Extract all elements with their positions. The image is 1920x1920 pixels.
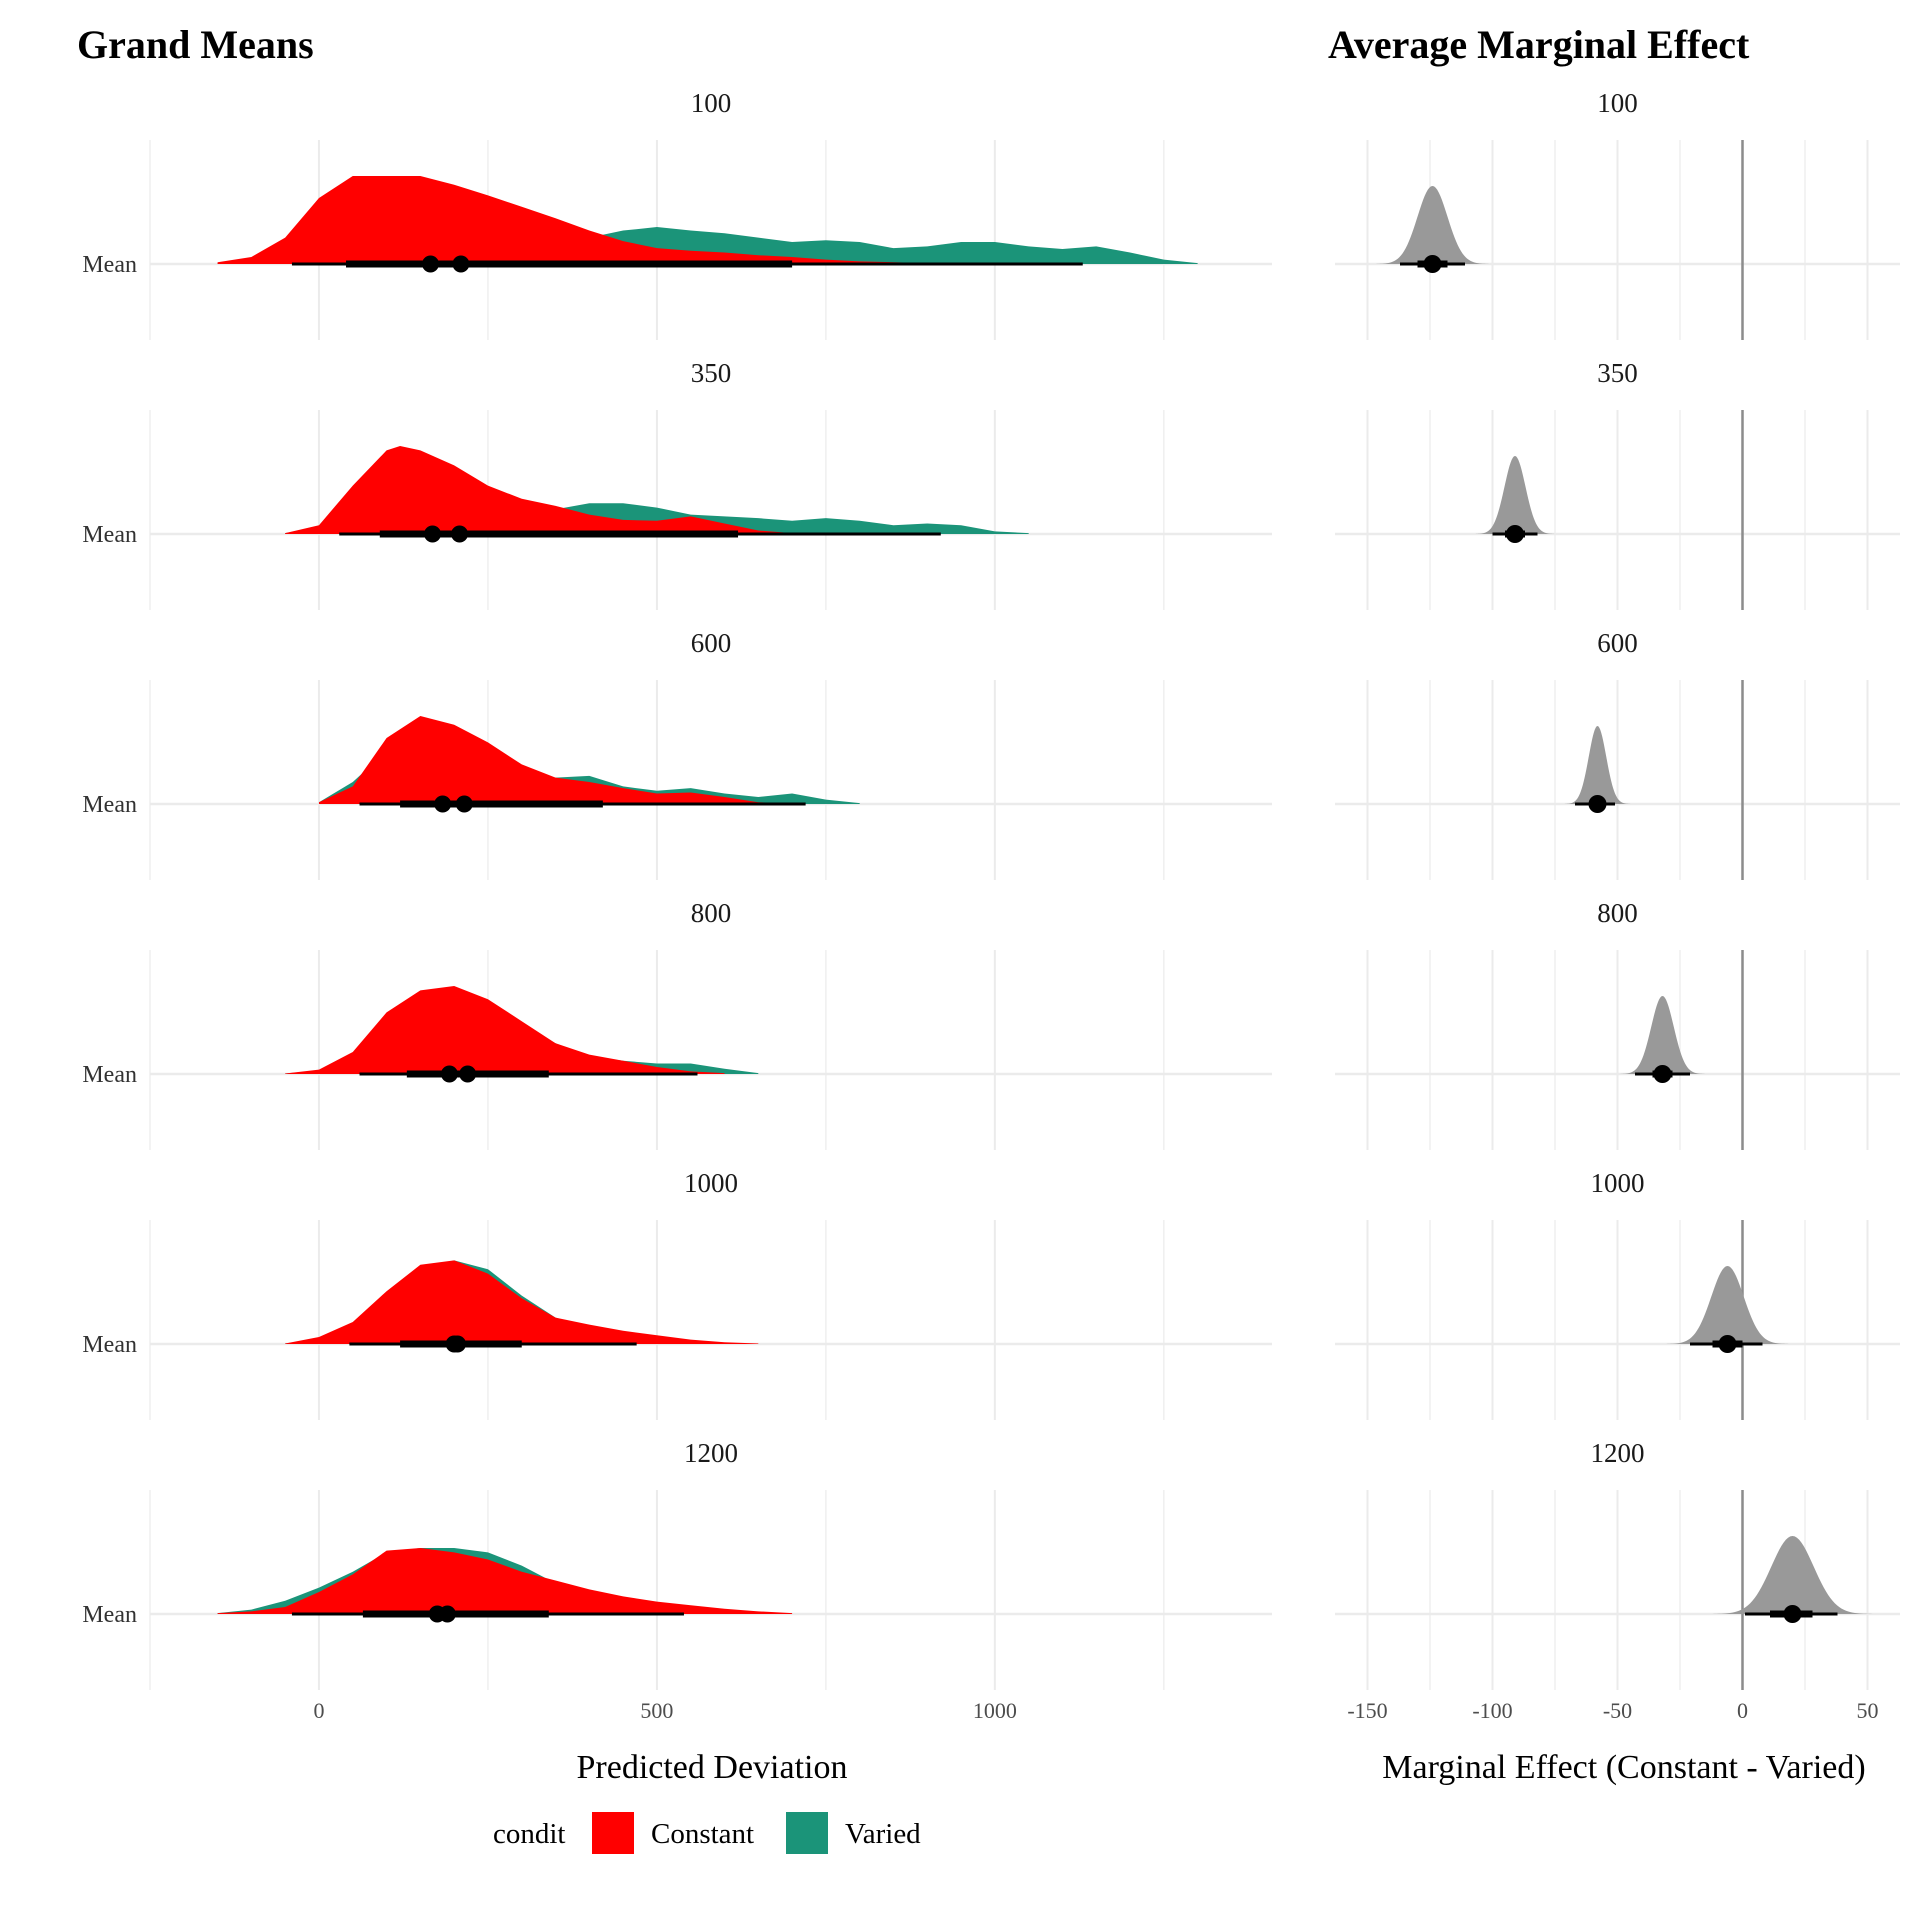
- grand-means-panels: 100Mean350Mean600Mean800Mean1000Mean1200…: [82, 88, 1272, 1690]
- left-x-axis-title: Predicted Deviation: [577, 1749, 848, 1786]
- density-constant: [217, 1548, 793, 1614]
- strip-label: 350: [1597, 358, 1638, 388]
- effect-density: [1560, 726, 1635, 804]
- median-point-constant: [422, 255, 439, 273]
- mean-point: [1653, 1065, 1672, 1083]
- marginal-effect-panel: 800: [1335, 898, 1900, 1150]
- y-tick-label: Mean: [82, 252, 137, 278]
- density-constant: [285, 1260, 759, 1344]
- legend-title: condit: [493, 1818, 566, 1850]
- strip-label: 350: [691, 358, 732, 388]
- mean-point: [1588, 795, 1607, 813]
- strip-label: 600: [1597, 628, 1638, 658]
- x-tick-label: -50: [1603, 1698, 1632, 1723]
- strip-label: 100: [1597, 88, 1638, 118]
- effect-density: [1615, 996, 1710, 1074]
- x-tick-label: 0: [313, 1698, 324, 1723]
- y-tick-label: Mean: [82, 1602, 137, 1628]
- strip-label: 100: [691, 88, 732, 118]
- left-panel-title: Grand Means: [77, 22, 314, 67]
- grand-means-panel: 100 Mean: [82, 88, 1272, 340]
- strip-label: 1200: [1591, 1438, 1645, 1468]
- x-tick-label: 50: [1857, 1698, 1879, 1723]
- median-point-varied: [451, 525, 469, 543]
- right-panel-title: Average Marginal Effect: [1328, 22, 1750, 67]
- strip-label: 800: [691, 898, 732, 928]
- left-x-axis: 0 500 1000: [313, 1698, 1016, 1723]
- legend-key-varied: [786, 1812, 828, 1854]
- y-tick-label: Mean: [82, 522, 137, 548]
- effect-density: [1369, 186, 1496, 264]
- grand-means-panel: 600 Mean: [82, 628, 1272, 880]
- marginal-effect-panels: 100 350 600 800 1000 1200: [1335, 88, 1900, 1690]
- density-constant: [318, 716, 793, 804]
- mean-point: [1423, 255, 1442, 273]
- y-tick-label: Mean: [82, 792, 137, 818]
- legend: condit Constant Varied: [493, 1812, 921, 1854]
- x-tick-label: 500: [640, 1698, 673, 1723]
- x-tick-label: -100: [1472, 1698, 1512, 1723]
- y-tick-label: Mean: [82, 1062, 137, 1088]
- median-point-constant: [440, 1065, 458, 1083]
- right-x-axis-title: Marginal Effect (Constant - Varied): [1382, 1749, 1865, 1786]
- strip-label: 1000: [1591, 1168, 1645, 1198]
- x-tick-label: 1000: [973, 1698, 1017, 1723]
- grand-means-panel: 1200 Mean: [82, 1438, 1272, 1690]
- legend-key-constant: [592, 1812, 634, 1854]
- marginal-effect-panel: 100: [1335, 88, 1900, 340]
- strip-label: 600: [691, 628, 732, 658]
- density-constant: [285, 446, 793, 534]
- marginal-effect-panel: 1200: [1335, 1438, 1900, 1690]
- x-tick-label: 0: [1737, 1698, 1748, 1723]
- marginal-effect-panel: 1000: [1335, 1168, 1900, 1420]
- median-point-varied: [438, 1605, 456, 1623]
- median-point-constant: [424, 525, 442, 543]
- legend-label-constant: Constant: [651, 1818, 754, 1850]
- marginal-effect-panel: 600: [1335, 628, 1900, 880]
- mean-point: [1718, 1335, 1737, 1353]
- legend-label-varied: Varied: [845, 1818, 921, 1850]
- grand-means-panel: 350 Mean: [82, 358, 1272, 610]
- mean-point: [1506, 525, 1524, 543]
- y-tick-label: Mean: [82, 1332, 137, 1358]
- density-constant: [285, 986, 725, 1074]
- median-point-constant: [434, 795, 452, 813]
- density-constant: [217, 176, 928, 264]
- marginal-effect-panel: 350: [1335, 358, 1900, 610]
- grand-means-panel: 800 Mean: [82, 898, 1272, 1150]
- strip-label: 800: [1597, 898, 1638, 928]
- median-point-varied: [455, 795, 473, 813]
- x-tick-label: -150: [1347, 1698, 1387, 1723]
- strip-label: 1000: [684, 1168, 738, 1198]
- median-point-varied: [452, 255, 470, 273]
- mean-point: [1783, 1605, 1802, 1623]
- strip-label: 1200: [684, 1438, 738, 1468]
- effect-density: [1703, 1536, 1882, 1614]
- effect-density: [1659, 1266, 1796, 1344]
- median-point-varied: [459, 1065, 477, 1083]
- effect-density: [1470, 456, 1560, 534]
- grand-means-panel: 1000 Mean: [82, 1168, 1272, 1420]
- right-x-axis: -150 -100 -50 0 50: [1347, 1698, 1878, 1723]
- median-point-varied: [449, 1335, 467, 1353]
